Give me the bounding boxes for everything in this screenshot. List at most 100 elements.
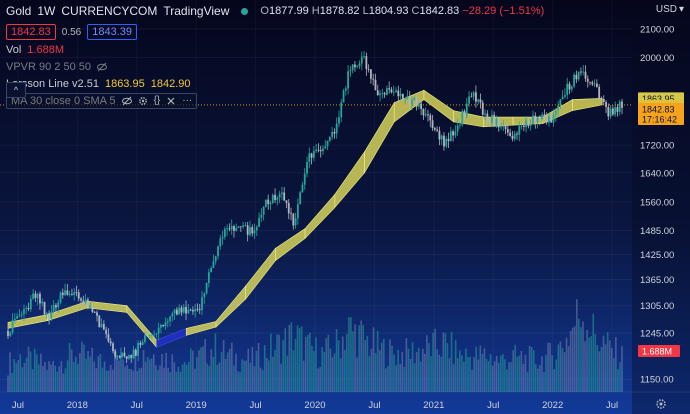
volume-bar <box>364 340 367 392</box>
volume-bar <box>122 359 124 392</box>
candle-body <box>319 150 322 152</box>
volume-bar <box>70 349 73 392</box>
volume-bar <box>257 343 260 392</box>
volume-bar <box>553 369 556 392</box>
interval-label[interactable]: 1W <box>37 4 56 18</box>
volume-bar <box>430 356 432 392</box>
delete-icon[interactable] <box>166 96 176 106</box>
volume-bar <box>452 364 455 392</box>
volume-bar <box>64 368 67 392</box>
candle-body <box>123 352 126 357</box>
candle-body <box>176 309 178 315</box>
candle-body <box>132 350 135 358</box>
settings-icon[interactable] <box>138 96 148 106</box>
sell-button[interactable]: 1842.83 <box>6 24 56 40</box>
candle-body <box>413 97 416 100</box>
volume-bar <box>341 336 344 392</box>
volume-bar <box>526 371 529 392</box>
volume-bar <box>346 334 348 392</box>
volume-bar <box>68 342 71 392</box>
source-code-icon[interactable]: {} <box>153 95 161 106</box>
candle-body <box>577 71 580 80</box>
volume-bar <box>111 369 114 392</box>
currency-label: USD <box>655 4 677 15</box>
currency-selector[interactable]: USD ▾ <box>656 4 684 15</box>
candle-body <box>276 197 279 200</box>
candle-body <box>618 101 621 112</box>
volume-bar <box>370 348 373 392</box>
larsson-legend[interactable]: Larsson Line v2.51 1863.95 1842.90 <box>6 78 190 90</box>
larsson-band-segment <box>215 285 246 328</box>
candle-body <box>392 92 395 93</box>
volume-bar <box>99 354 102 392</box>
high-value: 1878.82 <box>319 5 360 17</box>
volume-bar <box>360 320 363 392</box>
collapse-legend-button[interactable]: ^ <box>6 82 26 98</box>
volume-bar <box>337 340 340 392</box>
candle-body <box>429 115 432 121</box>
volume-bar <box>580 327 582 392</box>
symbol-name[interactable]: Gold <box>6 4 32 18</box>
candle-body <box>212 261 215 268</box>
candle-body <box>66 290 69 295</box>
volume-bar <box>101 367 104 392</box>
chart-settings-icon[interactable] <box>656 399 666 409</box>
vpvr-label: VPVR 90 2 50 50 <box>6 61 92 73</box>
candle-body <box>427 114 429 116</box>
volume-bar <box>413 363 416 392</box>
volume-bar <box>582 321 584 392</box>
candle-body <box>196 308 199 310</box>
candle-body <box>258 217 260 227</box>
volume-label: Vol <box>6 44 22 56</box>
volume-bar <box>514 344 517 392</box>
volume-bar <box>212 356 215 392</box>
candle-body <box>347 71 349 89</box>
candle-body <box>25 308 28 310</box>
buy-button[interactable]: 1843.39 <box>87 24 137 40</box>
candle-body <box>246 225 249 235</box>
candle-body <box>488 121 491 124</box>
volume-bar <box>220 351 223 392</box>
volume-bar <box>495 356 498 392</box>
candle-body <box>468 96 470 104</box>
volume-bar <box>93 361 96 392</box>
candle-body <box>331 131 334 137</box>
larsson-label: Larsson Line v2.51 <box>6 78 99 90</box>
volume-bar <box>491 365 494 392</box>
volume-bar <box>294 338 297 392</box>
eye-hidden-icon[interactable] <box>121 96 132 106</box>
volume-bar <box>600 346 603 392</box>
volume-legend[interactable]: Vol 1.688M <box>6 44 64 56</box>
volume-bar <box>243 360 245 392</box>
volume-bar <box>493 361 496 392</box>
candle-body <box>130 354 133 358</box>
volume-bar <box>389 339 391 392</box>
volume-bar <box>255 350 258 392</box>
volume-bar <box>15 363 18 392</box>
candle-body <box>219 238 222 247</box>
candle-body <box>178 307 181 315</box>
candle-body <box>605 101 607 107</box>
candle-body <box>557 105 559 111</box>
volume-bar <box>559 341 562 392</box>
volume-bar <box>218 362 221 392</box>
volume-bar <box>302 360 305 392</box>
volume-bar <box>450 331 453 392</box>
volume-bar <box>617 369 619 392</box>
volume-bar <box>456 358 459 392</box>
ma-legend[interactable]: MA 30 close 0 SMA 5 {} ··· <box>6 93 198 109</box>
candle-body <box>203 293 206 298</box>
candle-body <box>269 202 272 205</box>
volume-bar <box>181 364 184 392</box>
more-icon[interactable]: ··· <box>182 95 193 106</box>
candle-body <box>150 334 153 336</box>
volume-bar <box>422 348 424 392</box>
candle-body <box>564 95 566 97</box>
candle-body <box>274 194 276 200</box>
eye-hidden-icon[interactable] <box>97 62 108 72</box>
volume-bar <box>103 361 106 392</box>
volume-bar <box>584 341 586 392</box>
vpvr-legend[interactable]: VPVR 90 2 50 50 <box>6 61 108 73</box>
